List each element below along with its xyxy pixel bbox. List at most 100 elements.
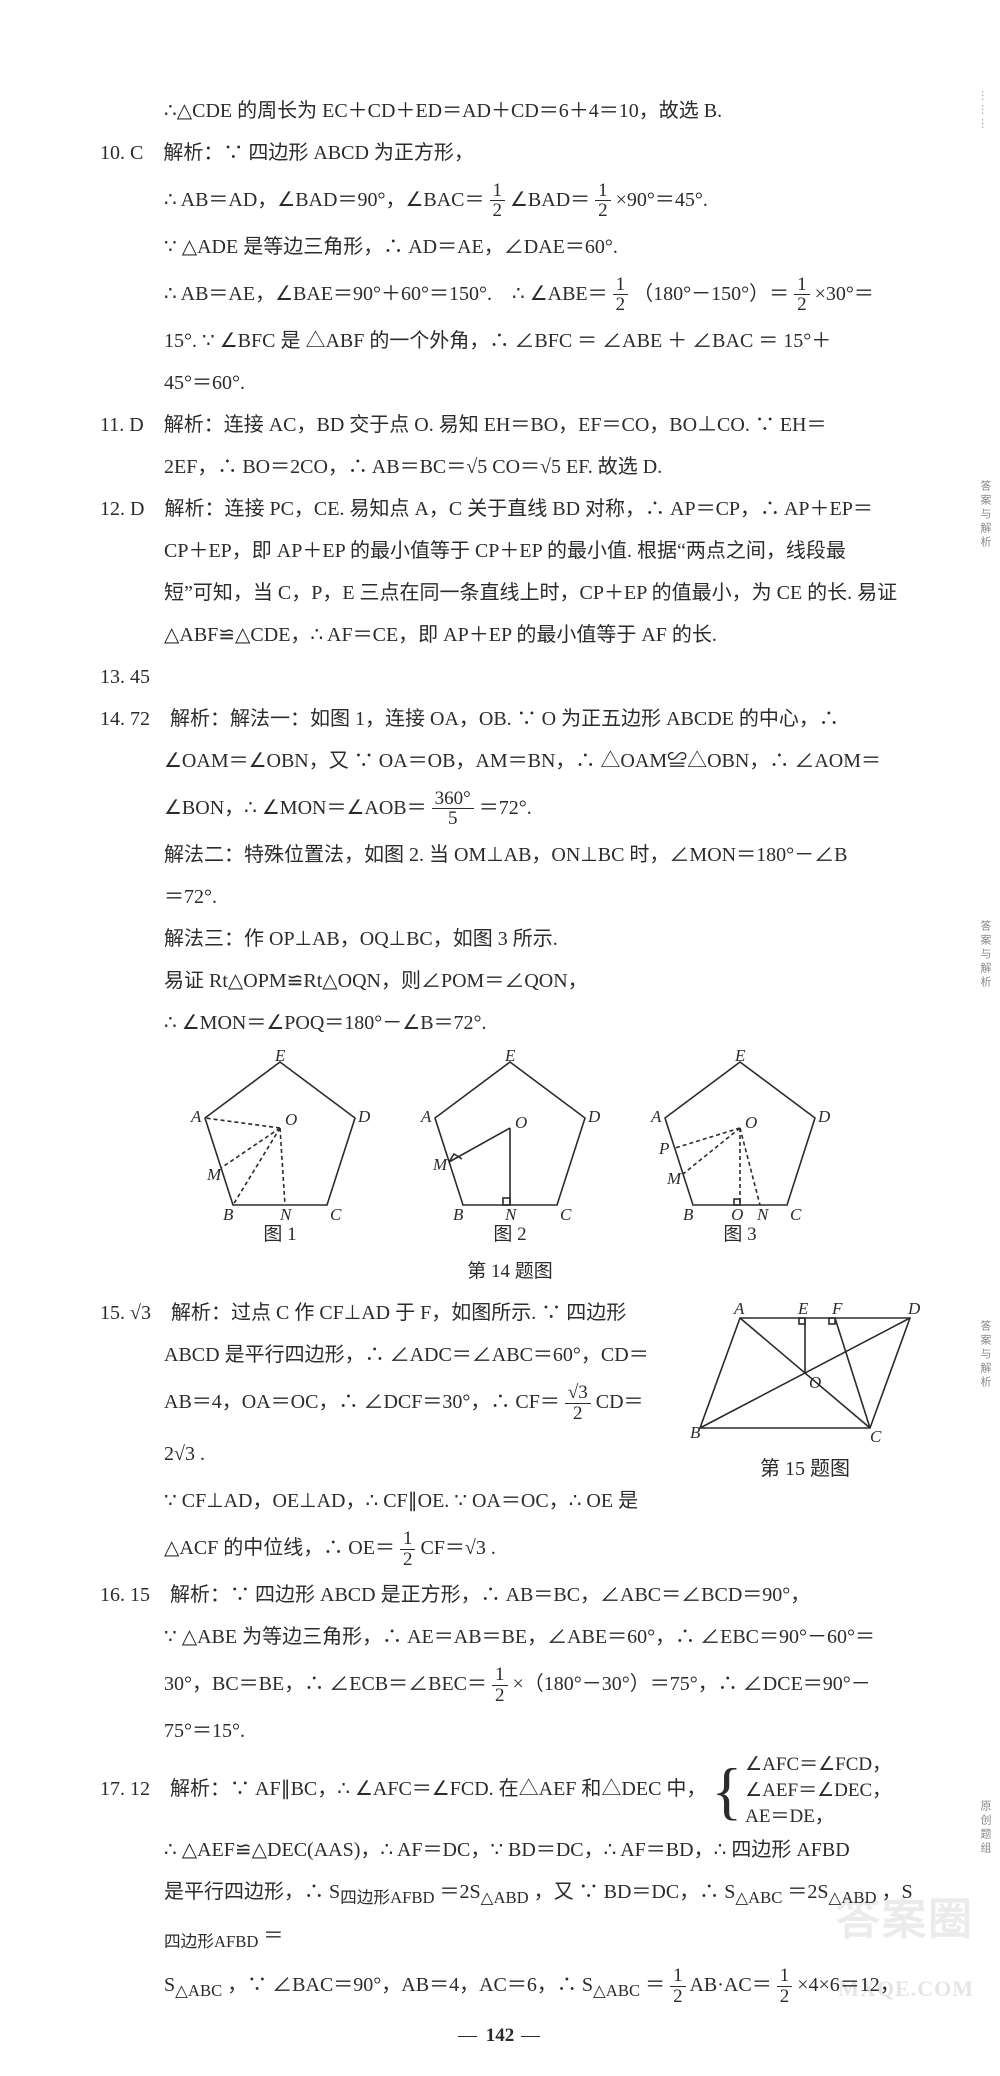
sub: △ABD [481,1888,529,1907]
figure-2: E A D B C O M N 图 2 [415,1050,605,1250]
svg-text:D: D [357,1107,371,1126]
text-line: CP＋EP，即 AP＋EP 的最小值等于 CP＋EP 的最小值. 根据“两点之间… [100,530,920,572]
side-text: 原创题组 [973,1800,996,1856]
figure-row-14: E A D B C O M N 图 1 [100,1050,920,1250]
svg-text:C: C [790,1205,802,1220]
den: 2 [777,1987,793,2007]
fraction: 12 [492,1665,508,1706]
fraction: 12 [595,181,611,222]
text-line: ∵ CF⊥AD，OE⊥AD，∴ CF∥OE. ∵ OA＝OC，∴ OE 是 [100,1480,920,1522]
figure-caption: 图 1 [185,1220,375,1250]
pentagon-svg-1: E A D B C O M N [185,1050,375,1220]
side-text: 答案与解析 [973,1320,996,1390]
t: ∵ △ABE 为等边三角形，∴ AE＝AB＝BE，∠ABE＝60°，∴ ∠EBC… [164,1626,875,1648]
text-line: △ABF≌△CDE，∴ AF＝CE，即 AP＋EP 的最小值等于 AF 的长. [100,614,920,656]
text-line: S△ABC ，∵ ∠BAC＝90°，AB＝4，AC＝6，∴ S△ABC ＝ 12… [100,1959,920,2012]
text-line: 14. 72 解析：解法一：如图 1，连接 OA，OB. ∵ O 为正五边形 A… [100,698,920,740]
t: ABCD 是平行四边形，∴ ∠ADC＝∠ABC＝60°，CD＝ [164,1344,649,1366]
text-line: 17. 12 解析：∵ AF∥BC，∴ ∠AFC＝∠FCD. 在△AEF 和△D… [100,1752,920,1829]
sub: △ABC [175,1981,222,2000]
sub: △ABC [735,1888,782,1907]
svg-text:A: A [650,1107,662,1126]
t: （180°－150°）＝ [633,283,789,305]
fraction: 12 [400,1529,416,1570]
t: ＝2S [440,1881,481,1903]
fraction: 12 [670,1966,686,2007]
t: 17. 12 解析：∵ AF∥BC，∴ ∠AFC＝∠FCD. 在△AEF 和△D… [100,1778,706,1800]
text-line: AB＝4，OA＝OC，∴ ∠DCF＝30°，∴ CF＝ √32 CD＝2√3 . [100,1376,920,1480]
svg-text:B: B [223,1205,234,1220]
text-line: ∠BON，∴ ∠MON＝∠AOB＝ 360°5 ＝72°. [100,782,920,834]
fraction: 12 [490,181,506,222]
svg-text:D: D [587,1107,601,1126]
text-line: 是平行四边形，∴ S四边形AFBD ＝2S△ABD ，又 ∵ BD＝DC，∴ S… [100,1871,920,1959]
den: 2 [492,1686,508,1706]
den: 5 [432,809,474,829]
t: 10. C 解析：∵ 四边形 ABCD 为正方形， [100,142,474,164]
sub: △ABD [829,1888,877,1907]
text-line: 15°. ∵ ∠BFC 是 △ABF 的一个外角，∴ ∠BFC ＝ ∠ABE ＋… [100,320,920,362]
den: 2 [794,295,810,315]
den: 2 [613,295,629,315]
t: ∠BON，∴ ∠MON＝∠AOB＝ [164,797,427,819]
svg-text:M: M [432,1155,448,1174]
brace-system: { ∠AFC＝∠FCD， ∠AEF＝∠DEC， AE＝DE， [711,1752,891,1829]
figure-3: E A D B C O P M Q N 图 3 [645,1050,835,1250]
svg-text:P: P [658,1139,669,1158]
t: 易证 Rt△OPM≌Rt△OQN，则∠POM＝∠QON， [164,970,588,992]
svg-text:Q: Q [731,1205,743,1220]
text-line: 解法二：特殊位置法，如图 2. 当 OM⊥AB，ON⊥BC 时，∠MON＝180… [100,834,920,876]
den: 2 [565,1404,591,1424]
t: 30°，BC＝BE，∴ ∠ECB＝∠BEC＝ [164,1673,487,1695]
page: ……… 答案与解析 答案与解析 答案与解析 原创题组 ∴△CDE 的周长为 EC… [0,0,1000,2076]
t: 15°. ∵ ∠BFC 是 △ABF 的一个外角，∴ ∠BFC ＝ ∠ABE ＋… [164,330,831,352]
t: ＝ [645,1974,665,1996]
num: 1 [777,1966,793,1987]
text-line: 10. C 解析：∵ 四边形 ABCD 为正方形， [100,132,920,174]
figure-row-title: 第 14 题图 [100,1252,920,1292]
text-line: ABCD 是平行四边形，∴ ∠ADC＝∠ABC＝60°，CD＝ [100,1334,920,1376]
t: ，S [882,1881,913,1903]
text-line: 12. D 解析：连接 PC，CE. 易知点 A，C 关于直线 BD 对称，∴ … [100,488,920,530]
svg-text:O: O [745,1113,757,1132]
text-line: ∴ AB＝AD，∠BAD＝90°，∠BAC＝ 12 ∠BAD＝ 12 ×90°＝… [100,174,920,226]
svg-text:N: N [279,1205,293,1220]
t: ×4×6＝12， [797,1974,900,1996]
svg-text:B: B [683,1205,694,1220]
page-number: 142 [0,2016,1000,2056]
t: ＝2S [787,1881,828,1903]
fraction: 12 [777,1966,793,2007]
text-line: 解法三：作 OP⊥AB，OQ⊥BC，如图 3 所示. [100,918,920,960]
text-line: 75°＝15°. [100,1710,920,1752]
t: 15. √3 解析：过点 C 作 CF⊥AD 于 F，如图所示. ∵ 四边形 [100,1302,626,1324]
text-line: 短”可知，当 C，P，E 三点在同一条直线上时，CP＋EP 的值最小，为 CE … [100,572,920,614]
figure-caption: 图 2 [415,1220,605,1250]
svg-text:E: E [274,1050,286,1065]
fraction: 360°5 [432,789,474,830]
t: 11. D 解析：连接 AC，BD 交于点 O. 易知 EH＝BO，EF＝CO，… [100,414,827,436]
t: 是平行四边形，∴ S [164,1881,340,1903]
figure-1: E A D B C O M N 图 1 [185,1050,375,1250]
den: 2 [670,1987,686,2007]
t: ∠BAD＝ [510,189,590,211]
t: AB＝4，OA＝OC，∴ ∠DCF＝30°，∴ CF＝ [164,1391,560,1413]
text-line: ∴△CDE 的周长为 EC＋CD＋ED＝AD＋CD＝6＋4＝10，故选 B. [100,90,920,132]
t: 解法三：作 OP⊥AB，OQ⊥BC，如图 3 所示. [164,928,558,950]
figure-caption: 图 3 [645,1220,835,1250]
side-text: 答案与解析 [973,480,996,550]
t: 2EF，∴ BO＝2CO，∴ AB＝BC＝√5 CO＝√5 EF. 故选 D. [164,456,662,478]
text-line: ∵ △ADE 是等边三角形，∴ AD＝AE，∠DAE＝60°. [100,226,920,268]
svg-text:N: N [504,1205,518,1220]
svg-text:A: A [190,1107,202,1126]
num: √3 [565,1383,591,1404]
text-line: ∴ AB＝AE，∠BAE＝90°＋60°＝150°. ∴ ∠ABE＝ 12 （1… [100,268,920,320]
brace-content: ∠AFC＝∠FCD， ∠AEF＝∠DEC， AE＝DE， [745,1752,891,1829]
t: ∴ AB＝AD，∠BAD＝90°，∠BAC＝ [164,189,485,211]
svg-text:N: N [756,1205,770,1220]
t: 14. 72 解析：解法一：如图 1，连接 OA，OB. ∵ O 为正五边形 A… [100,708,839,730]
fraction: √32 [565,1383,591,1424]
t: 16. 15 解析：∵ 四边形 ABCD 是正方形，∴ AB＝BC，∠ABC＝∠… [100,1584,810,1606]
text-line: 13. 45 [100,656,920,698]
text-line: ∴ △AEF≌△DEC(AAS)，∴ AF＝DC，∵ BD＝DC，∴ AF＝BD… [100,1829,920,1871]
den: 2 [595,201,611,221]
